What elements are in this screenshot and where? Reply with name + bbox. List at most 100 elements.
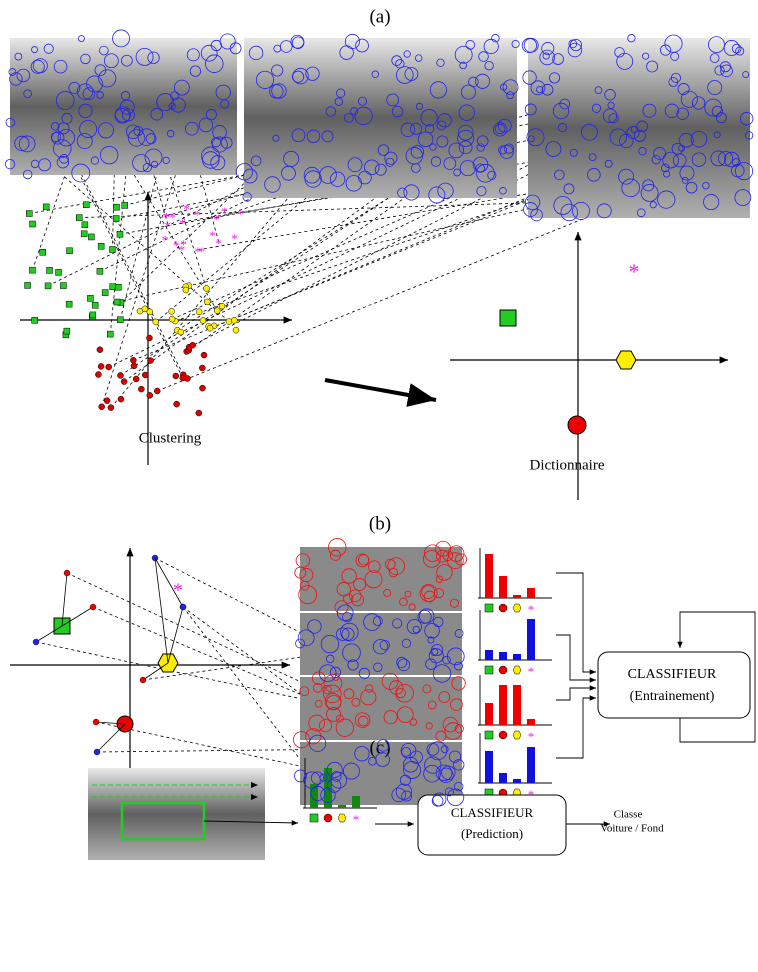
classifier-title: CLASSIFIEUR (628, 667, 717, 682)
point (201, 352, 207, 358)
point (98, 363, 104, 369)
dashed-link (183, 607, 306, 768)
point (60, 283, 66, 289)
icon (499, 731, 507, 739)
hist-bar (527, 719, 535, 725)
point (67, 248, 73, 254)
point (140, 677, 146, 683)
point (203, 285, 209, 291)
point (169, 316, 175, 322)
link (168, 607, 183, 663)
classifier-box (598, 652, 750, 718)
word-star: * (629, 259, 640, 284)
point: * (231, 231, 238, 246)
hist-bar (513, 685, 521, 725)
point (199, 365, 205, 371)
hist-bar (527, 747, 535, 783)
point (147, 309, 153, 315)
point (154, 388, 160, 394)
hist-bar (513, 654, 521, 660)
point (47, 267, 53, 273)
point (204, 299, 210, 305)
point (199, 385, 205, 391)
icon: * (528, 602, 535, 617)
hist-bar (527, 588, 535, 598)
point (115, 284, 121, 290)
point (200, 318, 206, 324)
point (97, 268, 103, 274)
output-title: Classe (614, 809, 643, 821)
point (196, 309, 202, 315)
point: * (209, 228, 216, 243)
output-subtitle: Voiture / Fond (600, 823, 664, 835)
point (97, 347, 103, 353)
point (81, 231, 87, 237)
point (25, 282, 31, 288)
arrow (556, 573, 596, 672)
point (32, 317, 38, 323)
link (62, 607, 93, 626)
point (99, 404, 105, 410)
icon: * (528, 664, 535, 679)
hist-bar (499, 576, 507, 598)
point: * (221, 204, 228, 219)
point (231, 317, 237, 323)
point (64, 328, 70, 334)
hist-bar (499, 685, 507, 725)
point (45, 283, 51, 289)
classifier-subtitle: (Prediction) (461, 826, 523, 841)
icon (485, 666, 493, 674)
point (131, 363, 137, 369)
point (110, 284, 116, 290)
point: * (179, 216, 186, 231)
point (88, 234, 94, 240)
word-circle (568, 416, 586, 434)
word-square (500, 310, 516, 326)
point (29, 267, 35, 273)
hist-bar (485, 650, 493, 660)
point: * (180, 237, 187, 252)
classifier-title: CLASSIFIEUR (451, 805, 534, 820)
point (82, 222, 88, 228)
point (117, 372, 123, 378)
point (113, 204, 119, 210)
hist-bar (499, 773, 507, 783)
point (107, 331, 113, 337)
point: * (215, 236, 222, 251)
point (130, 357, 136, 363)
point (233, 327, 239, 333)
point (146, 335, 152, 341)
hist-bar (513, 595, 521, 598)
dashed-link (34, 150, 229, 321)
word-hexagon (616, 351, 636, 369)
icon (513, 666, 521, 674)
point (26, 211, 32, 217)
point: * (213, 212, 220, 227)
panel-label: (a) (369, 6, 390, 27)
point (43, 204, 49, 210)
photo (244, 38, 517, 198)
point (92, 302, 98, 308)
point (219, 303, 225, 309)
hist-bar (527, 619, 535, 660)
point (153, 319, 159, 325)
icon (310, 814, 318, 822)
icon (499, 604, 507, 612)
point (64, 570, 70, 576)
arrow (325, 380, 436, 400)
point (106, 364, 112, 370)
point (95, 372, 101, 378)
photo (88, 768, 265, 860)
icon (513, 731, 521, 739)
icon (513, 604, 521, 612)
point (83, 202, 89, 208)
point (93, 719, 99, 725)
point (98, 243, 104, 249)
point (40, 249, 46, 255)
point (108, 405, 114, 411)
icon (324, 814, 332, 822)
point: * (183, 201, 190, 216)
arrow (556, 698, 596, 758)
point (121, 379, 127, 385)
icon (485, 731, 493, 739)
